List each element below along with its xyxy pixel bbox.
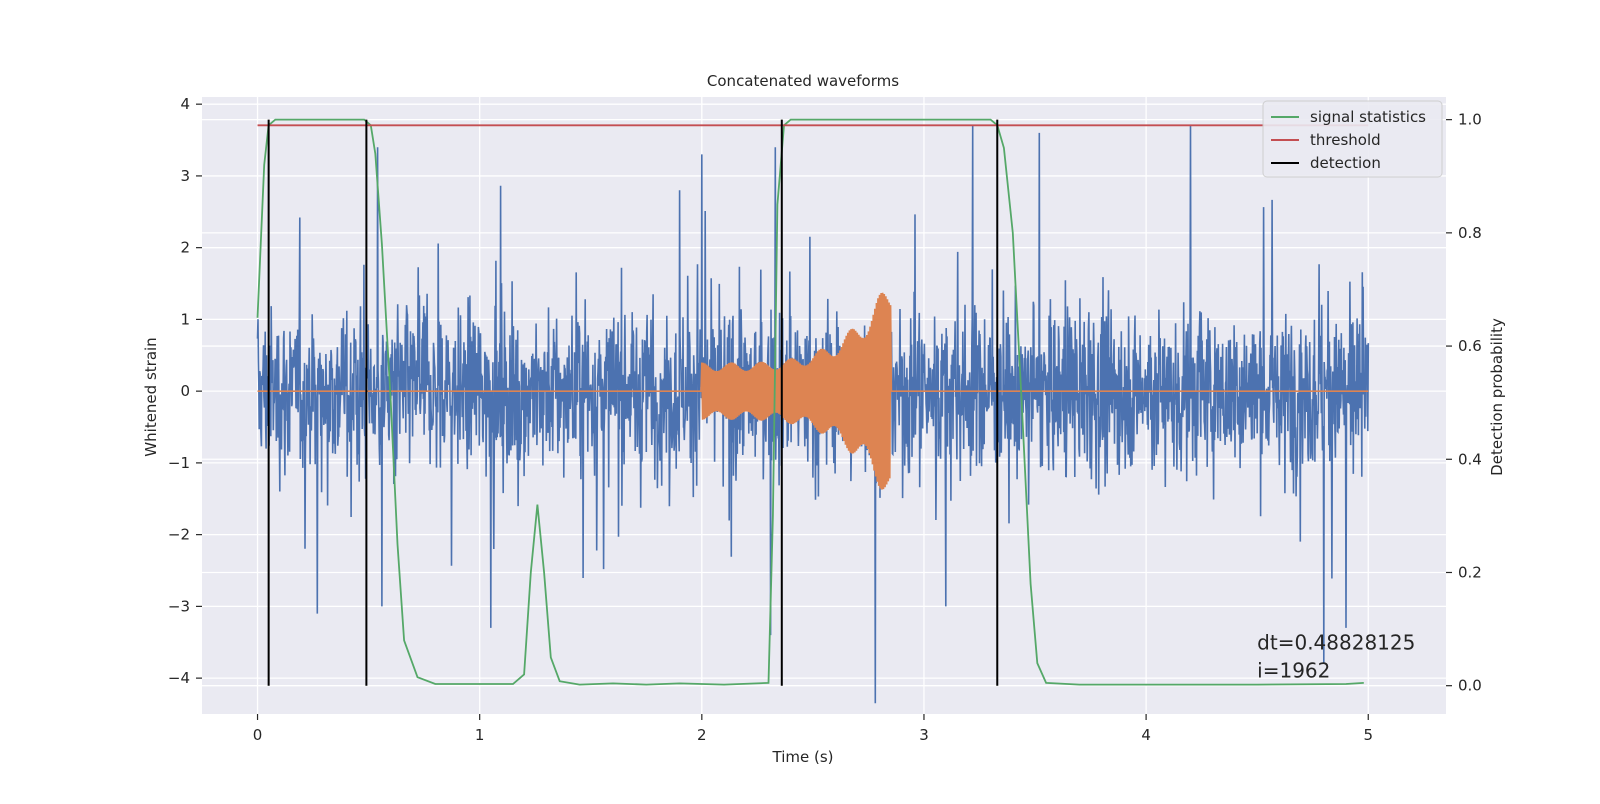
plot-area bbox=[256, 118, 1370, 704]
y-tick-label: −2 bbox=[168, 526, 190, 544]
x-tick-label: 5 bbox=[1363, 726, 1373, 744]
y-right-tick-label: 0.0 bbox=[1458, 677, 1482, 695]
annotation-line: dt=0.48828125 bbox=[1257, 630, 1415, 654]
y-tick-label: 2 bbox=[180, 239, 190, 257]
x-tick-label: 2 bbox=[697, 726, 707, 744]
legend: signal statistics threshold detection bbox=[1262, 100, 1443, 178]
y-tick-label: 4 bbox=[180, 95, 190, 113]
axes: 0 1 2 3 4 5 −4 −3 −2 −1 0 1 2 3 4 0.0 0.2 0.4 0.6 0.8 1.0 bbox=[168, 95, 1482, 744]
y-right-tick-label: 0.4 bbox=[1458, 450, 1482, 468]
x-tick-label: 1 bbox=[475, 726, 485, 744]
annotation: dt=0.48828125 i=1962 bbox=[1257, 630, 1415, 682]
right-y-axis-label: Detection probability bbox=[1488, 318, 1506, 476]
y-tick-label: −1 bbox=[168, 454, 190, 472]
y-tick-label: 1 bbox=[180, 310, 190, 328]
y-tick-label: −4 bbox=[168, 669, 190, 687]
legend-label: detection bbox=[1310, 154, 1381, 172]
legend-box bbox=[1262, 100, 1443, 178]
strain-trace bbox=[256, 125, 1370, 704]
y-tick-label: 0 bbox=[180, 382, 190, 400]
y-axis-label: Whitened strain bbox=[142, 337, 160, 456]
x-tick-label: 0 bbox=[253, 726, 263, 744]
signal-statistics-line bbox=[256, 118, 1364, 686]
x-tick-label: 3 bbox=[919, 726, 929, 744]
x-tick-label: 4 bbox=[1141, 726, 1151, 744]
x-axis-label: Time (s) bbox=[772, 748, 834, 766]
y-right-tick-label: 0.6 bbox=[1458, 337, 1482, 355]
waveform-trace bbox=[257, 292, 1369, 490]
legend-label: signal statistics bbox=[1310, 108, 1426, 126]
y-tick-label: 3 bbox=[180, 167, 190, 185]
y-right-tick-label: 1.0 bbox=[1458, 111, 1482, 129]
annotation-line: i=1962 bbox=[1257, 658, 1330, 682]
y-right-tick-label: 0.8 bbox=[1458, 224, 1482, 242]
legend-label: threshold bbox=[1310, 131, 1381, 149]
y-right-tick-label: 0.2 bbox=[1458, 563, 1482, 581]
y-tick-label: −3 bbox=[168, 597, 190, 615]
chart-title: Concatenated waveforms bbox=[707, 72, 899, 90]
